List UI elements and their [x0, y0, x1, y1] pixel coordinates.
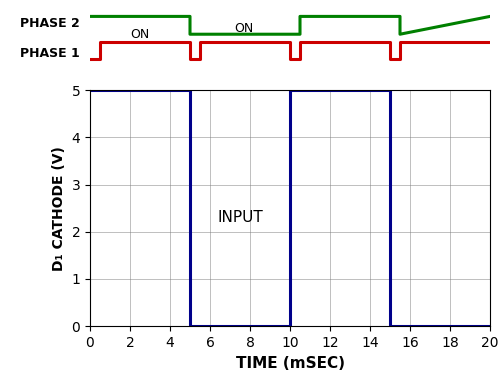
Text: PHASE 1: PHASE 1	[20, 47, 80, 60]
X-axis label: TIME (mSEC): TIME (mSEC)	[236, 356, 344, 370]
Y-axis label: D₁ CATHODE (V): D₁ CATHODE (V)	[52, 146, 66, 271]
Text: ON: ON	[234, 22, 254, 35]
Text: ON: ON	[130, 28, 150, 41]
Text: INPUT: INPUT	[217, 210, 263, 225]
Text: PHASE 2: PHASE 2	[20, 16, 80, 30]
